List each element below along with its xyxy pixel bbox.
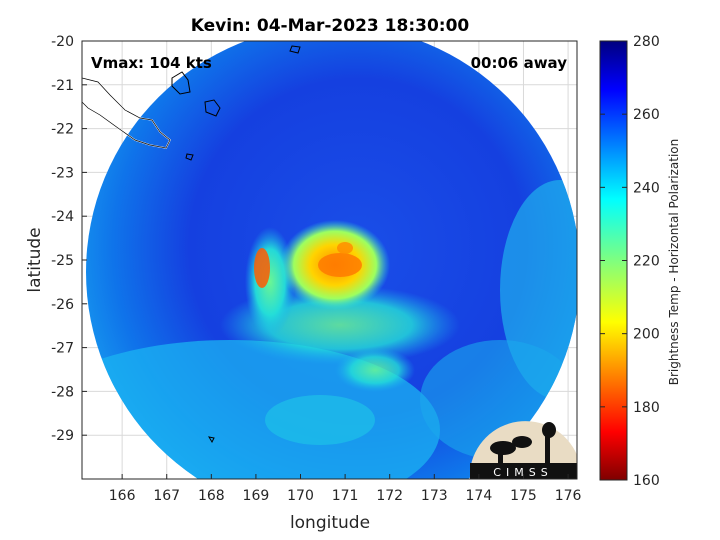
y-tick-label: -23 xyxy=(51,165,74,181)
x-tick-label: 166 xyxy=(109,488,136,504)
y-tick-label: -20 xyxy=(51,34,74,50)
x-tick-label: 172 xyxy=(376,488,403,504)
x-tick-label: 170 xyxy=(287,488,314,504)
x-tick-label: 175 xyxy=(510,488,537,504)
colorbar-tick-label: 220 xyxy=(633,254,660,270)
y-tick-label: -27 xyxy=(51,341,74,357)
x-axis-label: longitude xyxy=(290,513,370,533)
y-tick-label: -28 xyxy=(51,384,74,400)
colorbar-tick-label: 180 xyxy=(633,400,660,416)
y-tick-label: -25 xyxy=(51,253,74,269)
y-tick-label: -24 xyxy=(51,209,74,225)
y-tick-label: -22 xyxy=(51,122,74,138)
vmax-label: Vmax: 104 kts xyxy=(91,54,212,72)
x-axis-ticks: 166 167 168 169 170 171 172 173 174 175 176 xyxy=(109,474,582,504)
colorbar-ticks: 160 180 200 220 240 260 280 xyxy=(600,34,660,489)
colorbar-tick-label: 260 xyxy=(633,107,660,123)
x-tick-label: 171 xyxy=(332,488,359,504)
x-tick-label: 167 xyxy=(153,488,180,504)
colorbar-tick-label: 160 xyxy=(633,473,660,489)
colorbar-label: Brightness Temp - Horizontal Polarizatio… xyxy=(667,139,681,386)
cimss-logo: CIMSS xyxy=(470,421,577,479)
y-axis-label: latitude xyxy=(25,227,45,292)
colorbar-tick-label: 240 xyxy=(633,180,660,196)
x-tick-label: 174 xyxy=(466,488,493,504)
x-tick-label: 176 xyxy=(555,488,582,504)
figure-title: Kevin: 04-Mar-2023 18:30:00 xyxy=(191,16,470,36)
y-tick-label: -26 xyxy=(51,297,74,313)
x-tick-label: 169 xyxy=(243,488,270,504)
x-tick-label: 168 xyxy=(198,488,225,504)
y-tick-label: -21 xyxy=(51,78,74,94)
x-tick-label: 173 xyxy=(421,488,448,504)
time-away-label: 00:06 away xyxy=(471,54,568,72)
logo-text: CIMSS xyxy=(493,466,552,479)
colorbar-tick-label: 280 xyxy=(633,34,660,50)
colorbar-tick-label: 200 xyxy=(633,327,660,343)
y-axis-ticks: -20 -21 -22 -23 -24 -25 -26 -27 -28 -29 xyxy=(51,34,87,444)
y-tick-label: -29 xyxy=(51,428,74,444)
